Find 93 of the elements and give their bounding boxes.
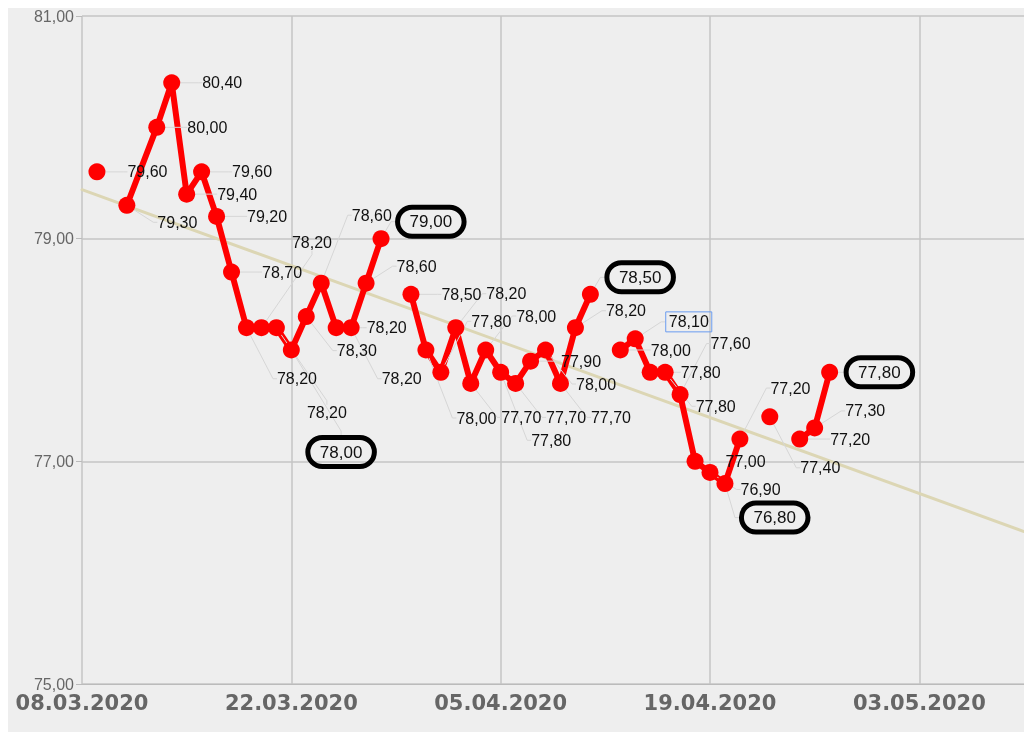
y-tick-label: 81,00: [33, 7, 75, 25]
point: [312, 274, 330, 292]
data-label: 79,60: [232, 163, 273, 181]
point: [327, 319, 345, 337]
point: [178, 185, 196, 203]
data-label: 77,80: [858, 362, 901, 382]
data-label: 78,00: [319, 442, 363, 462]
data-label: 78,20: [366, 319, 407, 337]
point: [492, 363, 510, 381]
point: [223, 263, 241, 281]
data-label: 78,00: [456, 409, 497, 427]
point: [477, 341, 495, 359]
point: [626, 330, 644, 348]
point: [118, 196, 136, 214]
point: [357, 274, 375, 292]
data-label: 77,80: [471, 312, 512, 330]
point: [731, 430, 749, 448]
point: [716, 475, 734, 493]
data-label: 77,70: [501, 408, 542, 426]
point: [88, 163, 106, 181]
point: [193, 163, 211, 181]
data-label: 78,20: [381, 370, 422, 388]
point: [791, 430, 809, 448]
data-label: 78,20: [276, 370, 318, 388]
y-tick-label: 77,00: [33, 452, 75, 470]
data-label: 78,00: [516, 307, 557, 325]
point: [537, 341, 555, 359]
data-label: 77,70: [546, 408, 587, 426]
point: [566, 319, 584, 337]
point: [148, 118, 166, 136]
data-label: 80,40: [202, 74, 243, 92]
point: [297, 308, 315, 326]
x-tick-label: 03.05.2020: [852, 690, 986, 715]
data-label: 78,30: [336, 342, 377, 360]
data-label: 77,20: [830, 430, 871, 448]
data-label: 76,80: [753, 508, 796, 528]
point: [806, 419, 824, 437]
data-label: 78,20: [486, 285, 527, 303]
point: [656, 363, 674, 381]
point: [821, 363, 839, 381]
x-tick-label: 19.04.2020: [643, 690, 777, 715]
x-tick-label: 05.04.2020: [434, 690, 568, 715]
data-label: 79,00: [409, 212, 453, 232]
point: [551, 374, 569, 392]
y-tick-label: 79,00: [33, 230, 75, 248]
data-label: 77,20: [770, 379, 811, 397]
data-label: 78,20: [306, 404, 348, 422]
point: [686, 452, 704, 470]
point: [701, 463, 719, 481]
point: [282, 341, 300, 359]
point: [507, 374, 525, 392]
point: [372, 230, 390, 248]
data-label: 78,20: [605, 302, 647, 320]
y-tick-label: 75,00: [33, 675, 75, 693]
point: [761, 408, 779, 426]
point: [611, 341, 629, 359]
data-label: 78,50: [618, 267, 662, 287]
x-tick-label: 22.03.2020: [224, 690, 358, 715]
point: [641, 363, 659, 381]
point: [163, 74, 181, 92]
data-label: 78,20: [291, 234, 333, 252]
point: [402, 285, 420, 303]
data-label: 77,60: [710, 335, 751, 353]
data-label: 80,00: [187, 118, 228, 136]
data-label: 78,60: [351, 206, 392, 224]
point: [252, 319, 270, 337]
point: [342, 319, 360, 337]
data-label: 77,70: [590, 408, 632, 426]
data-label: 78,60: [396, 257, 437, 275]
data-label: 77,80: [695, 397, 736, 415]
data-label: 78,70: [262, 263, 303, 281]
data-label: 79,30: [157, 213, 198, 231]
data-label: 77,40: [800, 459, 841, 477]
data-label: 78,00: [576, 375, 617, 393]
data-label: 79,20: [247, 207, 288, 225]
data-label: 77,80: [531, 431, 572, 449]
data-label: 77,80: [680, 363, 721, 381]
data-label: 79,40: [217, 185, 258, 203]
data-label: 77,30: [845, 402, 886, 420]
point: [267, 319, 285, 337]
data-label: 78,10: [668, 313, 709, 331]
data-label: 78,50: [441, 285, 482, 303]
point: [237, 319, 255, 337]
point: [417, 341, 435, 359]
data-label: 76,90: [740, 480, 781, 498]
point: [432, 363, 450, 381]
point: [671, 386, 689, 404]
point: [447, 319, 465, 337]
point: [522, 352, 540, 370]
point: [581, 285, 599, 303]
point: [462, 374, 480, 392]
point: [208, 207, 226, 225]
data-label: 78,00: [650, 341, 691, 359]
